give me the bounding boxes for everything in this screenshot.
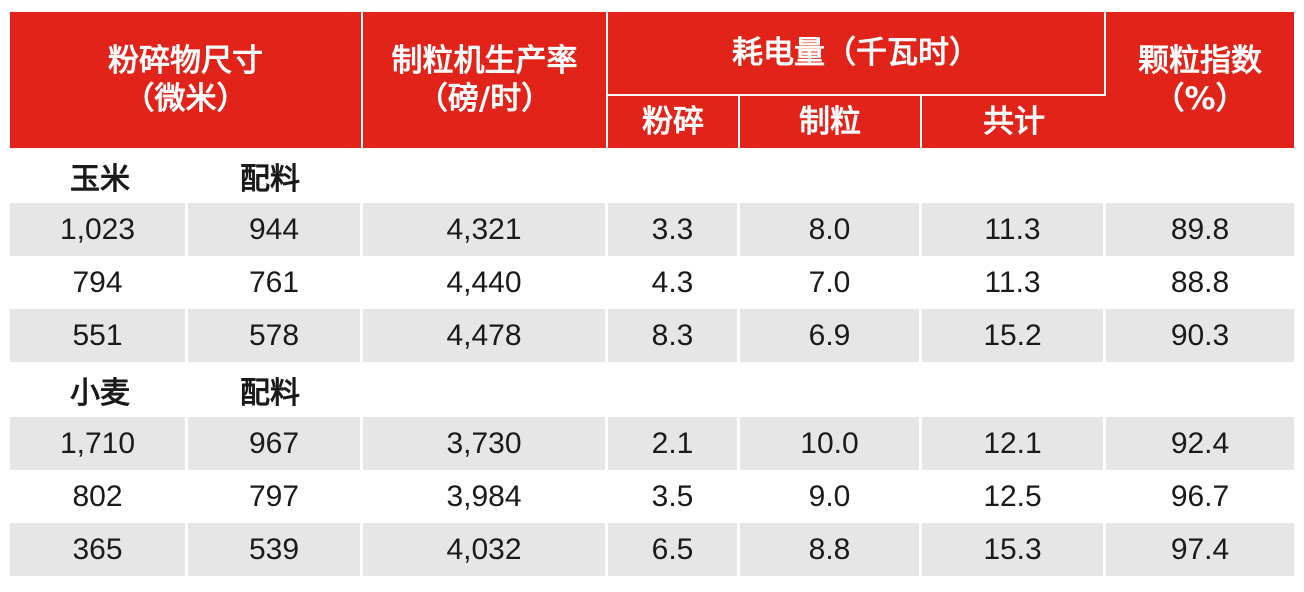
cell-grain-size: 1,023 bbox=[10, 203, 188, 256]
cell-grind: 2.1 bbox=[608, 417, 740, 470]
cell-pdi: 90.3 bbox=[1106, 309, 1295, 362]
cell-pellet: 10.0 bbox=[740, 417, 922, 470]
cell-grain-size: 1,710 bbox=[10, 417, 188, 470]
cell-grain-size: 551 bbox=[10, 309, 188, 362]
cell-grain-size: 802 bbox=[10, 470, 188, 523]
table-row: 802 797 3,984 3.5 9.0 12.5 96.7 bbox=[10, 470, 1295, 523]
cell-pellet: 8.8 bbox=[740, 523, 922, 576]
cell-feed-size: 797 bbox=[188, 470, 363, 523]
header-pellet-rate-line1: 制粒机生产率 bbox=[391, 43, 578, 79]
cell-pdi: 89.8 bbox=[1106, 203, 1295, 256]
table-row: 551 578 4,478 8.3 6.9 15.2 90.3 bbox=[10, 309, 1295, 362]
cell-total: 12.1 bbox=[922, 417, 1107, 470]
grain-label: 玉米 bbox=[10, 148, 188, 203]
cell-pdi: 92.4 bbox=[1106, 417, 1295, 470]
table-row: 1,710 967 3,730 2.1 10.0 12.1 92.4 bbox=[10, 417, 1295, 470]
cell-pellet: 9.0 bbox=[740, 470, 922, 523]
table-row: 1,023 944 4,321 3.3 8.0 11.3 89.8 bbox=[10, 203, 1295, 256]
header-pdi-line1: 颗粒指数 bbox=[1138, 43, 1263, 79]
table-row: 794 761 4,440 4.3 7.0 11.3 88.8 bbox=[10, 256, 1295, 309]
cell-grind: 3.5 bbox=[608, 470, 740, 523]
header-pdi: 颗粒指数 （%） bbox=[1106, 12, 1295, 148]
cell-total: 15.2 bbox=[922, 309, 1107, 362]
cell-rate: 3,730 bbox=[363, 417, 608, 470]
header-pellet: 制粒 bbox=[740, 94, 922, 148]
cell-grain-size: 794 bbox=[10, 256, 188, 309]
cell-rate: 4,478 bbox=[363, 309, 608, 362]
cell-grind: 6.5 bbox=[608, 523, 740, 576]
cell-pdi: 88.8 bbox=[1106, 256, 1295, 309]
cell-grain-size: 365 bbox=[10, 523, 188, 576]
cell-pellet: 8.0 bbox=[740, 203, 922, 256]
header-energy: 耗电量（千瓦时） bbox=[608, 12, 1107, 94]
header-pellet-rate-unit: （磅/时） bbox=[416, 81, 553, 117]
cell-pellet: 6.9 bbox=[740, 309, 922, 362]
cell-total: 12.5 bbox=[922, 470, 1107, 523]
cell-total: 11.3 bbox=[922, 256, 1107, 309]
cell-grind: 8.3 bbox=[608, 309, 740, 362]
cell-pellet: 7.0 bbox=[740, 256, 922, 309]
cell-total: 15.3 bbox=[922, 523, 1107, 576]
table-row: 365 539 4,032 6.5 8.8 15.3 97.4 bbox=[10, 523, 1295, 576]
cell-feed-size: 761 bbox=[188, 256, 363, 309]
cell-pdi: 96.7 bbox=[1106, 470, 1295, 523]
feed-label: 配料 bbox=[188, 362, 363, 417]
cell-rate: 4,440 bbox=[363, 256, 608, 309]
cell-feed-size: 944 bbox=[188, 203, 363, 256]
cell-rate: 4,321 bbox=[363, 203, 608, 256]
section-row-wheat: 小麦 配料 bbox=[10, 362, 1295, 417]
cell-grind: 4.3 bbox=[608, 256, 740, 309]
cell-pdi: 97.4 bbox=[1106, 523, 1295, 576]
cell-feed-size: 967 bbox=[188, 417, 363, 470]
header-particle-size-unit: （微米） bbox=[123, 81, 248, 117]
grain-label: 小麦 bbox=[10, 362, 188, 417]
cell-feed-size: 539 bbox=[188, 523, 363, 576]
cell-rate: 4,032 bbox=[363, 523, 608, 576]
cell-rate: 3,984 bbox=[363, 470, 608, 523]
header-pellet-rate: 制粒机生产率 （磅/时） bbox=[363, 12, 608, 148]
header-particle-size-line1: 粉碎物尺寸 bbox=[108, 43, 263, 79]
header-grind: 粉碎 bbox=[608, 94, 740, 148]
header-total: 共计 bbox=[922, 94, 1107, 148]
header-pdi-unit: （%） bbox=[1153, 81, 1247, 117]
pellet-energy-table: 粉碎物尺寸 （微米） 制粒机生产率 （磅/时） 耗电量（千瓦时） 颗粒指数 （%… bbox=[10, 12, 1295, 576]
cell-grind: 3.3 bbox=[608, 203, 740, 256]
section-row-corn: 玉米 配料 bbox=[10, 148, 1295, 203]
cell-total: 11.3 bbox=[922, 203, 1107, 256]
cell-feed-size: 578 bbox=[188, 309, 363, 362]
header-particle-size: 粉碎物尺寸 （微米） bbox=[10, 12, 363, 148]
feed-label: 配料 bbox=[188, 148, 363, 203]
